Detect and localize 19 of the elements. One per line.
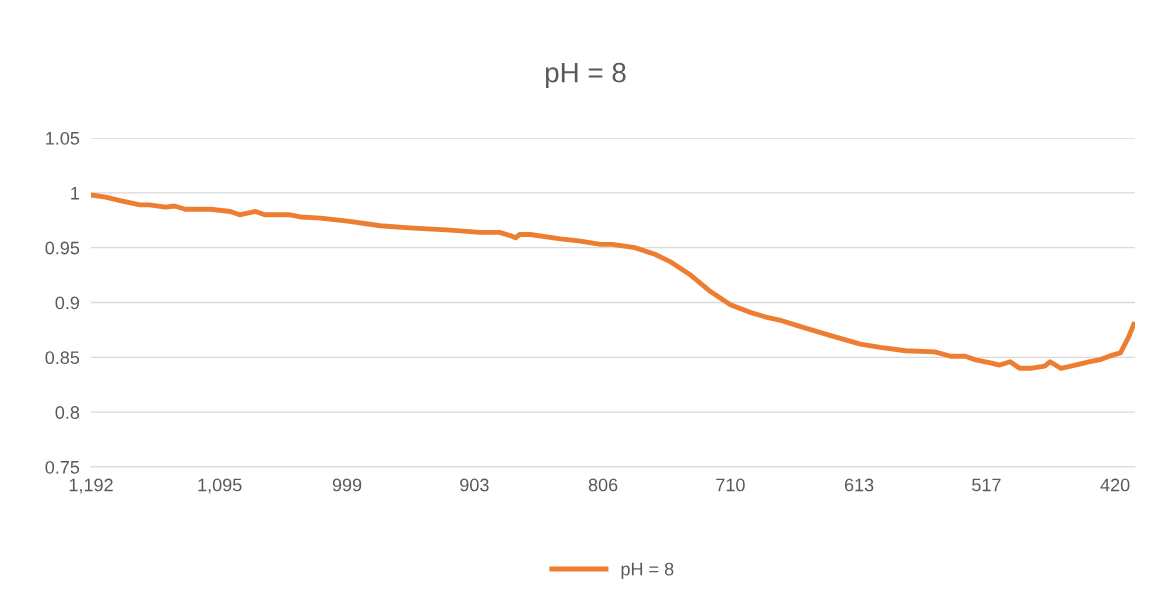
y-tick-label: 1.05 <box>46 131 80 145</box>
y-tick-label: 0.8 <box>55 406 80 419</box>
x-tick-label: 903 <box>460 478 489 492</box>
chart-title: pH = 8 <box>545 62 626 88</box>
x-tick-label: 420 <box>1100 478 1130 492</box>
y-tick-label: 0.85 <box>45 351 80 365</box>
y-tick-label: 0.9 <box>55 296 80 310</box>
x-tick-label: 710 <box>716 478 745 492</box>
line-series <box>91 192 1135 371</box>
x-tick-label: 806 <box>588 478 618 492</box>
y-tick-label: 0.95 <box>45 241 80 255</box>
x-tick-label: 999 <box>332 478 362 492</box>
y-tick-label: 0.75 <box>45 460 80 474</box>
x-tick-label: 517 <box>972 478 1001 492</box>
x-tick-label: 1,095 <box>198 478 242 494</box>
x-tick-label: 1,192 <box>69 478 113 494</box>
legend-label: pH = 8 <box>621 562 674 580</box>
y-tick-label: 1 <box>71 186 80 200</box>
x-tick-label: 613 <box>844 478 874 492</box>
